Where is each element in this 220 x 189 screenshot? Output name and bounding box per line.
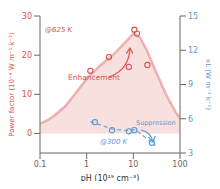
svg-text:Enhancement: Enhancement: [68, 73, 120, 82]
svg-text:1: 1: [84, 160, 89, 169]
svg-text:20: 20: [22, 51, 32, 60]
svg-text:6: 6: [188, 115, 193, 124]
svg-text:@300 K: @300 K: [100, 138, 129, 146]
svg-text:10: 10: [128, 160, 138, 169]
svg-text:10: 10: [22, 90, 32, 99]
svg-text:15: 15: [188, 12, 198, 21]
svg-text:pH (10¹⁹ cm⁻³): pH (10¹⁹ cm⁻³): [81, 174, 140, 181]
svg-text:Power factor (10⁻⁴ W m⁻¹ k⁻²): Power factor (10⁻⁴ W m⁻¹ k⁻²): [8, 32, 16, 137]
svg-text:3: 3: [188, 149, 193, 158]
svg-text:κL (W m⁻¹ k⁻¹): κL (W m⁻¹ k⁻¹): [204, 59, 212, 110]
svg-text:@625 K: @625 K: [45, 26, 74, 34]
svg-text:12: 12: [188, 46, 198, 55]
svg-text:0.1: 0.1: [34, 160, 47, 169]
svg-text:0: 0: [27, 129, 32, 138]
svg-text:100: 100: [172, 160, 187, 169]
svg-text:Suppression: Suppression: [136, 119, 176, 127]
svg-text:30: 30: [22, 12, 32, 21]
svg-text:9: 9: [188, 80, 193, 89]
